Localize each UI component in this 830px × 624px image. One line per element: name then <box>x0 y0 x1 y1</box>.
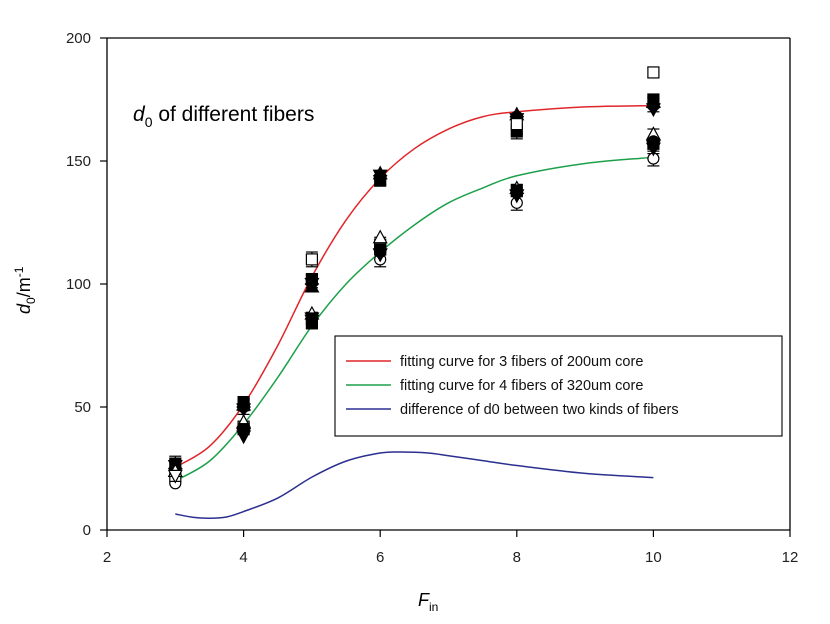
y-tick-label: 150 <box>66 153 91 170</box>
data-markers <box>167 66 661 490</box>
x-tick-label: 6 <box>376 549 384 566</box>
y-tick-label: 0 <box>83 522 91 539</box>
fit-curves <box>174 104 654 519</box>
legend-box <box>334 335 783 437</box>
legend-entry: difference of d0 between two kinds of fi… <box>346 402 679 418</box>
data-point <box>372 168 388 184</box>
x-tick-label: 8 <box>513 549 521 566</box>
legend-label: fitting curve for 3 fibers of 200um core <box>400 354 643 370</box>
legend: fitting curve for 3 fibers of 200um core… <box>334 335 783 437</box>
x-tick-label: 2 <box>103 549 111 566</box>
legend-entry: fitting curve for 4 fibers of 320um core <box>346 378 643 394</box>
data-point <box>646 99 661 115</box>
axis-ticks: 2 4 6 8 10 12 0 50 100 150 200 <box>66 30 798 566</box>
data-point <box>372 248 388 263</box>
legend-label: fitting curve for 4 fibers of 320um core <box>400 378 643 394</box>
data-point <box>236 399 251 415</box>
data-point <box>305 253 318 266</box>
x-axis-title: Fin <box>418 590 438 614</box>
legend-label: difference of d0 between two kinds of fi… <box>400 402 679 418</box>
data-point <box>510 117 523 131</box>
plot-area <box>106 37 791 531</box>
x-tick-label: 12 <box>782 549 799 566</box>
data-point <box>647 66 660 79</box>
data-point <box>236 430 252 445</box>
y-axis-title: d0/m-1 <box>12 266 38 314</box>
chart-annotation: d0 of different fibers <box>133 103 314 130</box>
data-point <box>304 312 320 327</box>
data-point <box>167 469 183 484</box>
data-point <box>509 189 525 204</box>
x-tick-label: 10 <box>645 549 662 566</box>
y-tick-label: 100 <box>66 276 91 293</box>
x-tick-label: 4 <box>239 549 247 566</box>
legend-entry: fitting curve for 3 fibers of 200um core <box>346 354 643 370</box>
y-tick-label: 200 <box>66 30 91 47</box>
fit-curve-3 <box>175 451 654 519</box>
data-point <box>372 229 388 244</box>
data-point <box>645 142 661 157</box>
y-tick-label: 50 <box>74 399 91 416</box>
data-point <box>304 276 320 292</box>
